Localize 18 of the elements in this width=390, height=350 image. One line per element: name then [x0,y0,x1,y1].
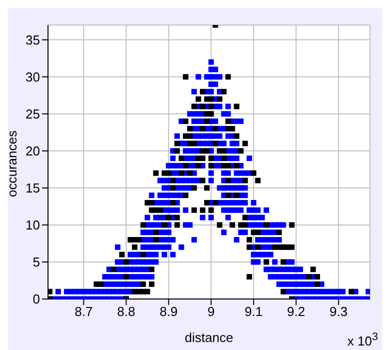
y-tick-label: 35 [26,32,40,48]
text: x 10$^{3}$ [347,330,378,348]
x-axis-title: distance [184,330,234,345]
y-tick-label: 5 [32,254,40,270]
x-tick-label: 8.8 [117,304,136,320]
x-tick-label: 8.7 [74,304,93,320]
y-tick-label: 0 [32,292,40,307]
x-tick-label: 9.1 [244,304,263,320]
y-tick-label: 25 [26,106,40,122]
y-tick-label: 30 [26,69,40,84]
x-tick-label: 9.2 [287,304,306,320]
x-tick-label: 9.3 [330,304,348,320]
x-tick-label: 8.9 [160,304,178,320]
y-tick-label: 20 [26,144,40,159]
x-tick-label: 9 [208,304,215,320]
y-tick-label: 15 [26,180,40,196]
y-tick-label: 10 [26,218,40,233]
y-axis-title: occurances [4,130,20,197]
